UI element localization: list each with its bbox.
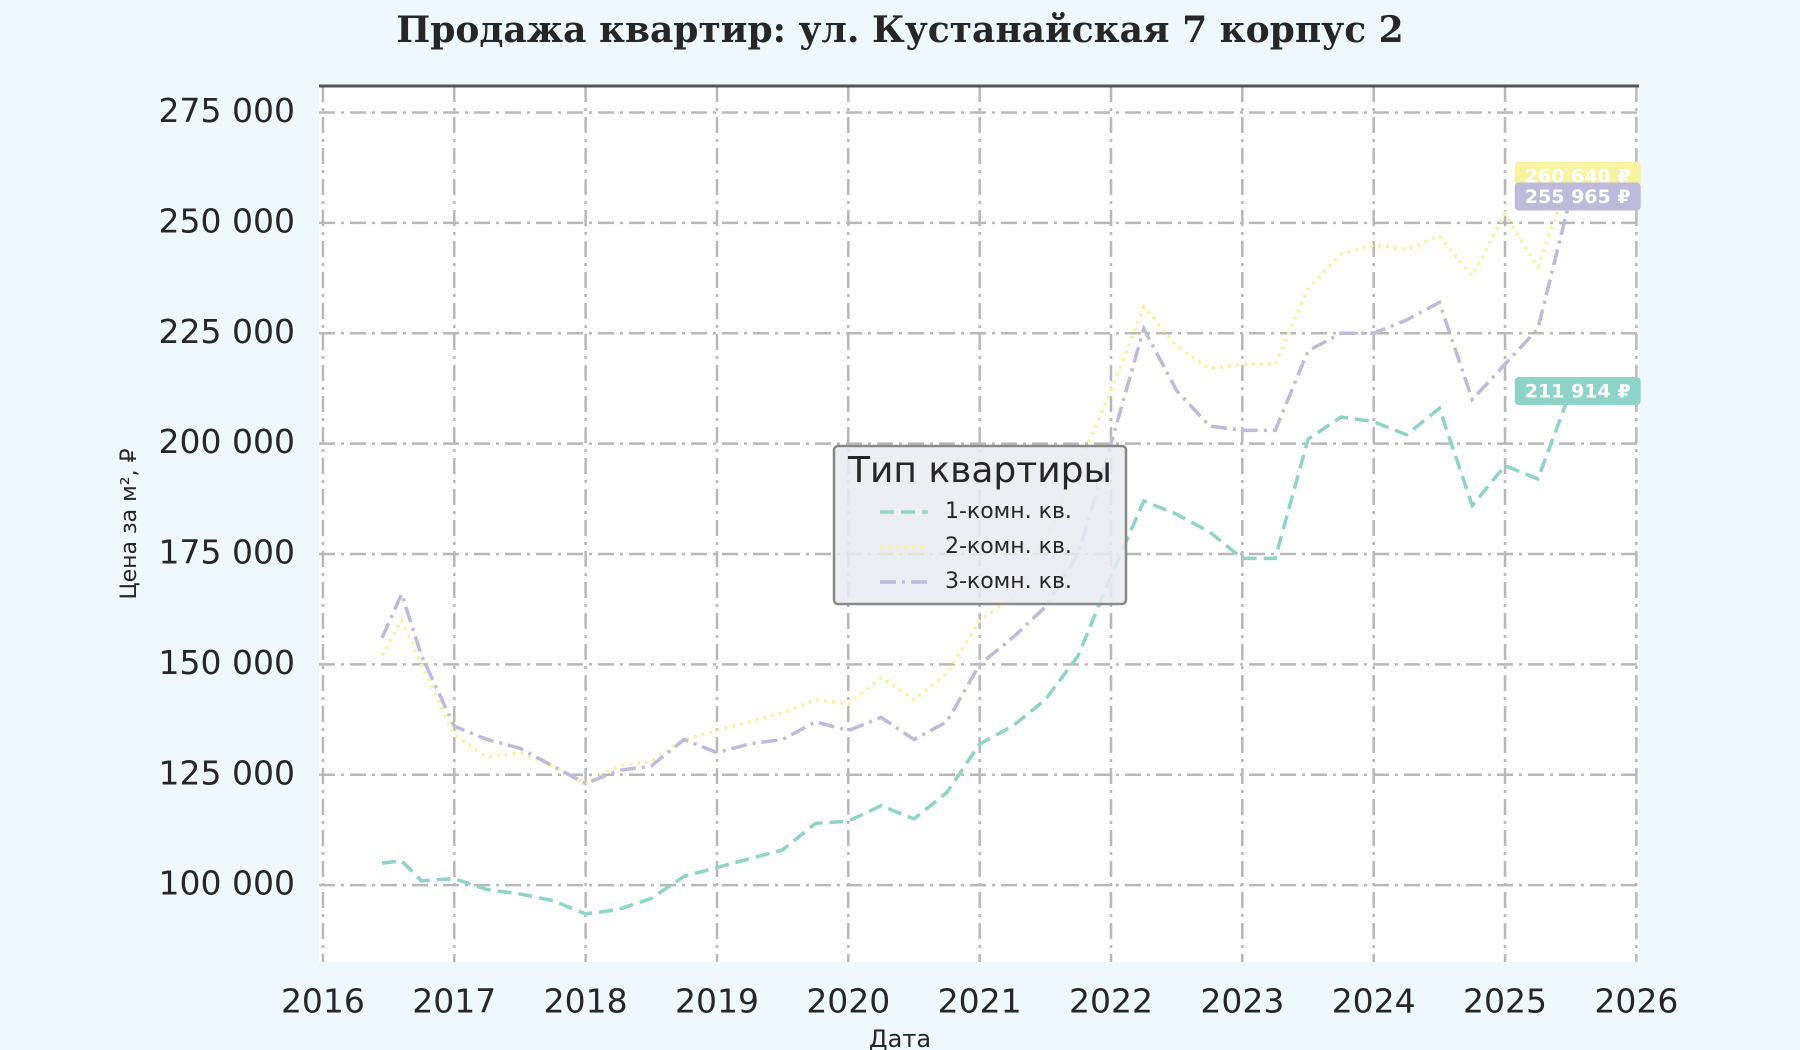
series-line	[381, 390, 1573, 916]
series-line	[380, 196, 1573, 786]
x-tick-label: 2021	[938, 982, 1022, 1021]
x-tick-label: 2018	[544, 982, 628, 1021]
y-tick-label: 125 000	[159, 753, 295, 792]
y-tick-label: 100 000	[159, 864, 295, 903]
legend-label: 3-комн. кв.	[945, 569, 1072, 594]
value-label: 211 914 ₽	[1525, 381, 1631, 403]
x-tick-label: 2017	[412, 982, 496, 1021]
legend-box	[832, 444, 1128, 606]
x-tick-label: 2022	[1069, 982, 1153, 1021]
value-label: 260 640 ₽	[1525, 165, 1631, 187]
chart-title: Продажа квартир: ул. Кустанайская 7 корп…	[396, 9, 1403, 51]
value-label: 255 965 ₽	[1525, 186, 1631, 208]
x-tick-label: 2024	[1332, 982, 1416, 1021]
y-tick-label: 200 000	[159, 422, 295, 461]
x-tick-label: 2026	[1594, 982, 1678, 1021]
x-tick-label: 2025	[1463, 982, 1547, 1021]
y-tick-label: 225 000	[159, 312, 295, 351]
x-tick-label: 2023	[1200, 982, 1284, 1021]
legend-title: Тип квартиры	[847, 450, 1112, 491]
legend-label: 1-комн. кв.	[945, 499, 1072, 524]
x-tick-label: 2016	[281, 982, 365, 1021]
y-tick-label: 175 000	[159, 533, 295, 572]
y-tick-label: 275 000	[159, 91, 295, 130]
x-axis-label: Дата	[869, 1025, 931, 1050]
y-tick-label: 250 000	[159, 201, 295, 240]
y-axis-label: Цена за м², ₽	[117, 448, 142, 599]
x-tick-label: 2020	[806, 982, 890, 1021]
legend-label: 2-комн. кв.	[945, 534, 1072, 559]
value-label-box	[1514, 377, 1641, 406]
value-label-box	[1514, 182, 1641, 211]
y-tick-label: 150 000	[159, 643, 295, 682]
x-tick-label: 2019	[675, 982, 759, 1021]
